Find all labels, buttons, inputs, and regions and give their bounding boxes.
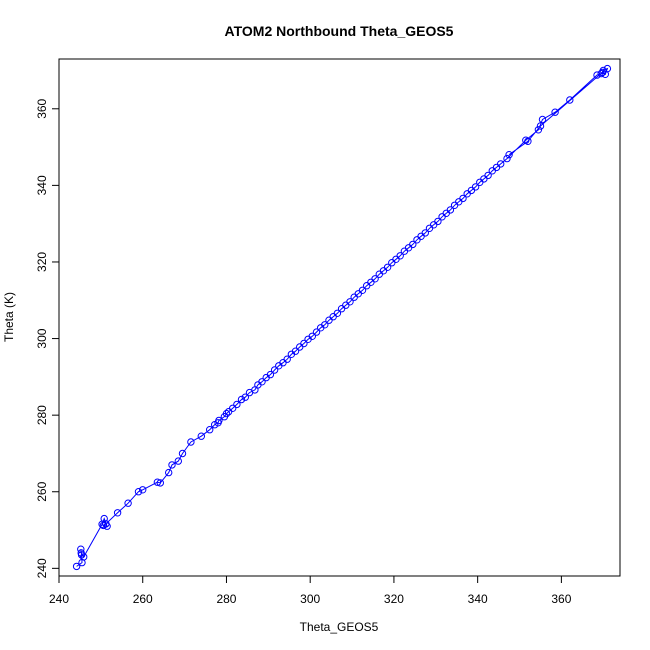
data-point xyxy=(524,137,532,146)
data-point xyxy=(536,122,545,130)
data-point xyxy=(566,96,574,104)
x-tick-label: 340 xyxy=(468,592,488,606)
data-point xyxy=(383,263,392,271)
data-point xyxy=(312,328,321,336)
x-tick-label: 240 xyxy=(49,592,69,606)
data-point xyxy=(229,404,237,412)
data-point xyxy=(80,553,88,561)
data-series xyxy=(72,64,612,571)
y-tick-label: 320 xyxy=(35,252,49,272)
data-point xyxy=(421,229,429,237)
data-point xyxy=(459,194,467,203)
data-point xyxy=(484,171,492,180)
data-point xyxy=(471,183,480,191)
x-tick-label: 320 xyxy=(384,592,404,606)
data-point xyxy=(77,549,85,557)
data-point xyxy=(197,432,206,440)
data-point xyxy=(113,509,122,517)
data-point xyxy=(178,449,187,458)
data-point xyxy=(139,486,147,494)
y-tick-label: 240 xyxy=(35,558,49,578)
data-point xyxy=(124,499,132,507)
data-point xyxy=(534,126,543,134)
data-point xyxy=(321,321,329,329)
data-point xyxy=(241,393,250,401)
data-point xyxy=(237,395,246,404)
data-point xyxy=(174,457,183,465)
data-point xyxy=(165,468,173,477)
x-axis-label: Theta_GEOS5 xyxy=(300,620,379,634)
data-point xyxy=(270,366,279,374)
data-point xyxy=(300,339,308,348)
data-point xyxy=(233,400,241,409)
data-point xyxy=(505,151,513,159)
data-point xyxy=(551,108,559,116)
data-point xyxy=(72,562,81,571)
x-tick-label: 260 xyxy=(133,592,153,606)
data-point xyxy=(308,332,316,340)
data-point xyxy=(187,438,195,446)
series-line xyxy=(76,67,609,567)
data-point xyxy=(598,68,607,77)
data-point xyxy=(434,217,442,226)
x-tick-label: 280 xyxy=(216,592,236,606)
data-point xyxy=(358,286,367,294)
data-point xyxy=(168,461,176,469)
chart-title: ATOM2 Northbound Theta_GEOS5 xyxy=(225,23,454,39)
data-point xyxy=(266,370,275,379)
y-tick-label: 340 xyxy=(35,175,49,195)
data-point xyxy=(134,488,143,496)
data-point xyxy=(503,154,511,163)
data-point xyxy=(77,545,85,553)
data-point xyxy=(396,252,404,260)
data-point xyxy=(409,240,417,249)
data-point xyxy=(215,416,223,425)
data-point xyxy=(156,479,165,487)
y-tick-label: 260 xyxy=(35,481,49,501)
data-point xyxy=(497,160,505,168)
data-point xyxy=(102,520,110,528)
x-axis: 240 260 280 300 320 340 360 xyxy=(49,575,572,606)
data-point xyxy=(346,298,354,306)
y-tick-label: 280 xyxy=(35,405,49,425)
data-point xyxy=(153,478,162,486)
data-point xyxy=(258,378,266,386)
y-tick-label: 300 xyxy=(35,328,49,348)
data-point xyxy=(206,426,214,434)
y-tick-label: 360 xyxy=(35,98,49,118)
data-point xyxy=(446,206,455,214)
y-axis-label: Theta (K) xyxy=(2,292,16,342)
data-point xyxy=(371,275,379,283)
data-point xyxy=(291,347,300,355)
data-point xyxy=(333,309,342,317)
data-point xyxy=(538,115,547,124)
y-axis: 240 260 280 300 320 340 360 xyxy=(35,98,60,578)
data-point xyxy=(222,409,231,418)
x-tick-label: 300 xyxy=(300,592,320,606)
x-tick-label: 360 xyxy=(551,592,571,606)
plot-frame xyxy=(58,58,621,577)
data-point xyxy=(283,355,291,363)
